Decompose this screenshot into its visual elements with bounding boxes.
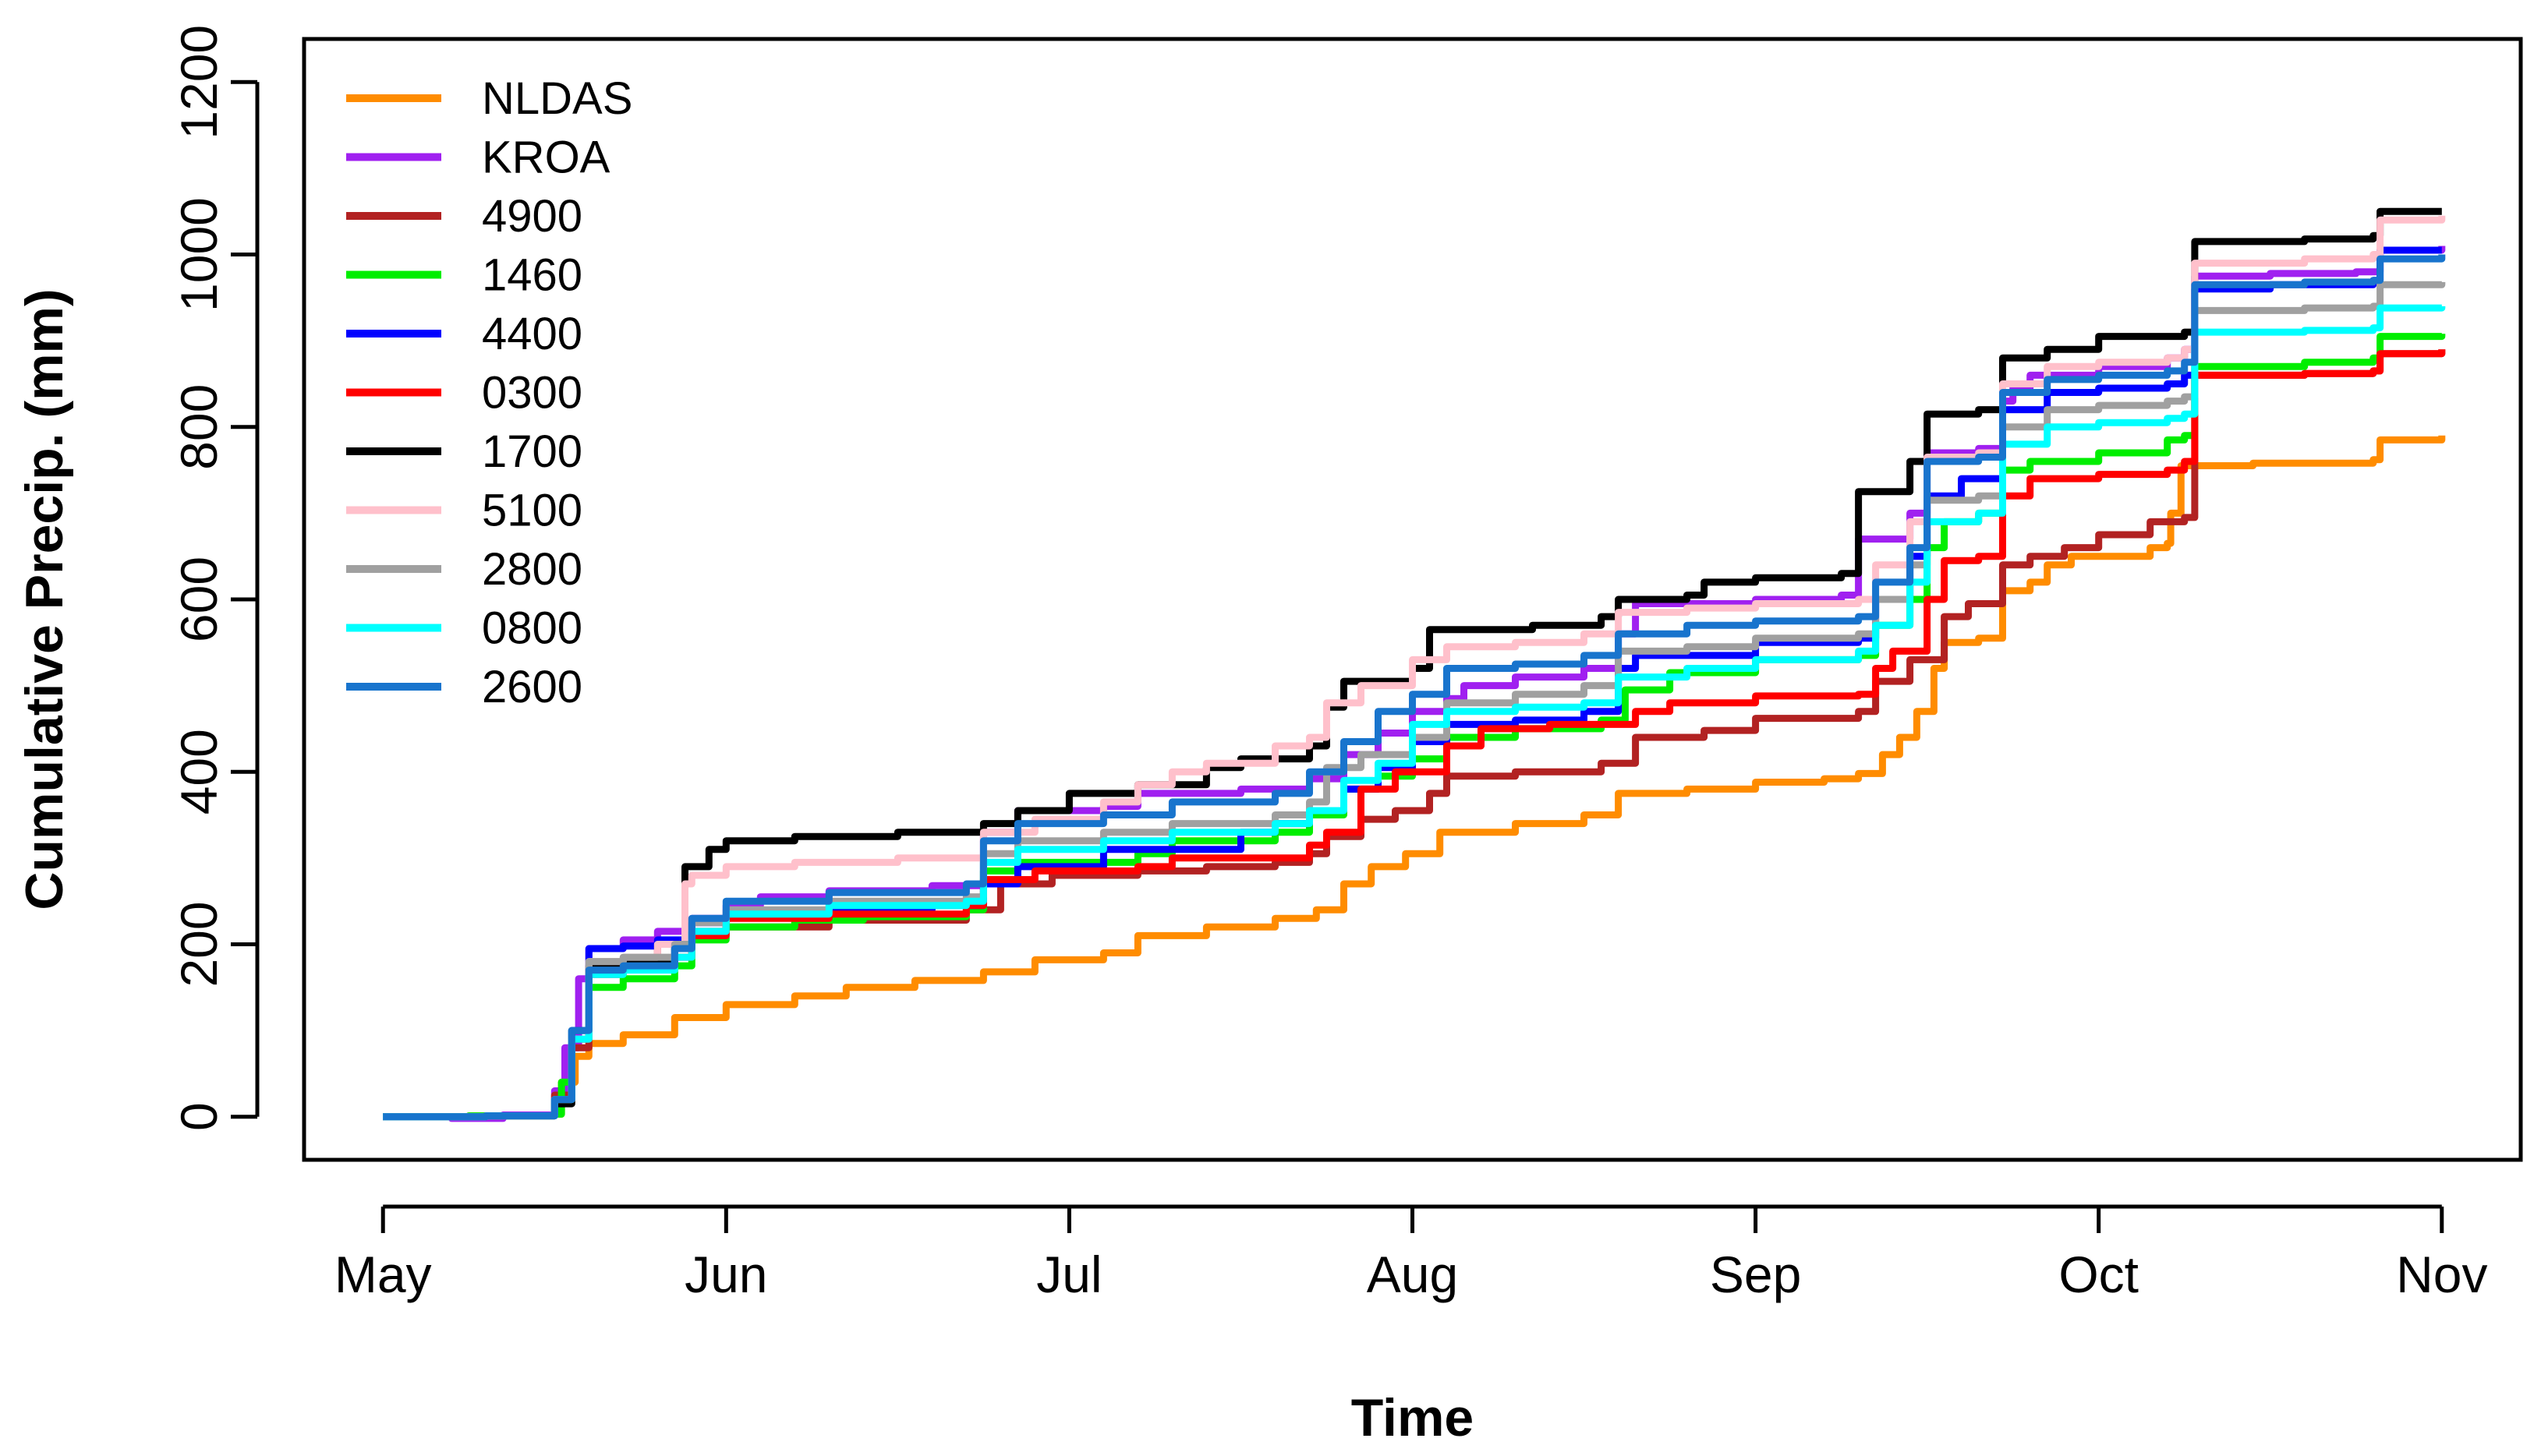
x-tick-label: Sep [1710, 1246, 1801, 1303]
x-tick-label: May [334, 1246, 432, 1303]
legend-label-KROA: KROA [482, 133, 610, 183]
legend-label-5100: 5100 [482, 486, 582, 536]
y-tick-label: 600 [170, 557, 228, 642]
y-tick-label: 0 [170, 1102, 228, 1131]
legend-label-4400: 4400 [482, 309, 582, 359]
legend-label-2800: 2800 [482, 544, 582, 595]
x-tick-label: Aug [1367, 1246, 1458, 1303]
legend-label-0300: 0300 [482, 368, 582, 419]
series-line-0800 [383, 304, 2446, 1121]
x-axis: May Jun Jul Aug Sep Oct Nov [334, 1204, 2487, 1303]
y-tick-label: 1200 [170, 25, 228, 140]
series-line-NLDAS [383, 435, 2446, 1121]
x-tick-label: Nov [2396, 1246, 2487, 1303]
legend-label-4900: 4900 [482, 191, 582, 242]
legend-label-1460: 1460 [482, 250, 582, 301]
y-axis-title: Cumulative Precip. (mm) [15, 288, 74, 910]
y-tick-label: 1000 [170, 197, 228, 312]
series-line-5100 [383, 215, 2446, 1121]
legend-label-1700: 1700 [482, 426, 582, 477]
y-tick-label: 400 [170, 729, 228, 815]
legend: NLDAS KROA 4900 1460 4400 0300 1700 5100 2800 080… [346, 73, 632, 712]
legend-label-0800: 0800 [482, 603, 582, 654]
x-tick-label: Jul [1036, 1246, 1102, 1303]
x-tick-label: Jun [685, 1246, 767, 1303]
y-axis: 0 200 400 600 800 1000 1200 [170, 25, 260, 1131]
series-line-2600 [383, 254, 2446, 1121]
x-axis-title: Time [1351, 1388, 1474, 1447]
series-layer [383, 207, 2446, 1122]
y-tick-label: 800 [170, 384, 228, 470]
x-tick-label: Oct [2058, 1246, 2139, 1303]
series-line-4400 [383, 246, 2442, 1121]
legend-label-NLDAS: NLDAS [482, 73, 632, 124]
plot-frame [302, 37, 2523, 1162]
y-tick-label: 200 [170, 901, 228, 987]
legend-label-2600: 2600 [482, 662, 582, 712]
